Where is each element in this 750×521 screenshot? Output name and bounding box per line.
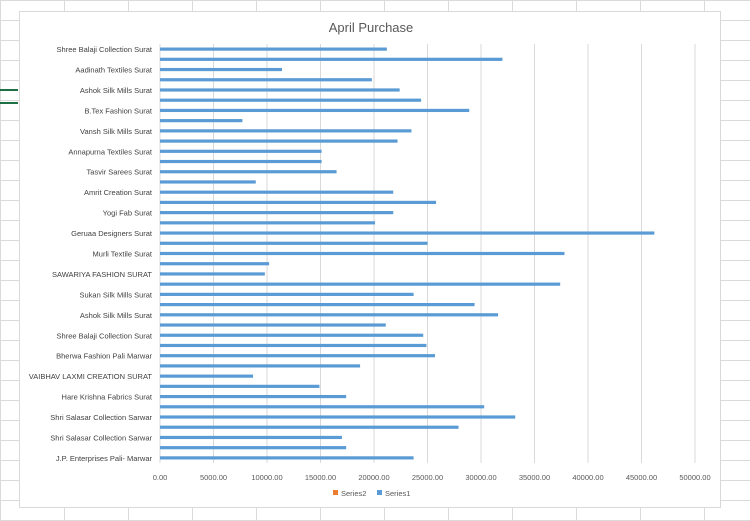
bar [160,88,400,92]
y-category-label: Shree Balaji Collection Surat [57,45,153,54]
legend-label-series2: Series2 [341,489,366,498]
y-category-label: Shri Salasar Collection Sarwar [50,413,152,422]
bar [160,394,347,399]
series1-bars [160,47,655,460]
bar [160,425,459,429]
y-category-label: Aadinath Textiles Surat [75,66,152,75]
bar [160,313,499,317]
y-category-label: Yogi Fab Surat [103,209,153,218]
bar [160,405,485,409]
y-category-label: Amrit Creation Surat [84,188,153,197]
x-tick-label: 5000.00 [200,473,227,482]
y-axis-labels: Shree Balaji Collection Surat Aadinath Te… [29,45,153,463]
bar [160,446,347,450]
bar [160,333,424,337]
bar [160,139,398,143]
bar [160,262,270,266]
bar [160,98,422,102]
bar [160,211,394,215]
bar [160,241,428,245]
legend-swatch-series1 [377,490,382,495]
bar [160,251,565,256]
bar [160,67,282,72]
x-tick-label: 45000.00 [626,473,657,482]
bar [160,149,322,153]
y-category-label: B.Tex Fashion Surat [84,106,152,115]
bar [160,364,361,368]
chart-area[interactable]: Shree Balaji Collection Surat Aadinath Te… [19,11,721,508]
y-category-label: Shree Balaji Collection Surat [57,331,153,340]
x-tick-label: 15000.00 [305,473,336,482]
bar-chart: Shree Balaji Collection Surat Aadinath Te… [29,20,711,498]
bar [160,200,437,205]
bar [160,190,394,194]
x-tick-label: 20000.00 [358,473,389,482]
y-category-label: Ashok Silk Mills Surat [80,311,153,320]
x-tick-label: 50000.00 [679,473,710,482]
bar [160,47,387,51]
cell-selection-bottom-border [0,102,18,104]
y-category-label: Geruaa Designers Surat [71,229,153,238]
y-category-label: Shri Salasar Collection Sarwar [50,433,152,442]
y-category-label: Hare Krishna Fabrics Surat [62,393,153,402]
bar [160,78,372,82]
y-category-label: Bherwa Fashion Pali Marwar [56,352,152,361]
chart-title: April Purchase [329,20,414,35]
bar [160,302,475,307]
bar [160,456,414,460]
x-tick-label: 10000.00 [251,473,282,482]
bar [160,374,254,378]
bar [160,108,470,113]
y-category-label: Annapurna Textiles Surat [68,147,153,156]
x-tick-label: 30000.00 [465,473,496,482]
bar [160,435,342,440]
bar [160,231,655,235]
y-category-label: SAWARIYA FASHION SURAT [52,270,152,279]
bar [160,415,516,419]
bar [160,354,435,358]
y-category-label: VAIBHAV LAXMI CREATION SURAT [29,372,153,381]
bar [160,129,412,133]
x-tick-label: 35000.00 [519,473,550,482]
legend-label-series1: Series1 [385,489,410,498]
bar [160,384,320,388]
bar [160,272,265,276]
bar [160,119,243,123]
bar [160,221,376,225]
y-category-label: Tasvir Sarees Surat [87,168,153,177]
y-category-label: Vansh Silk Mills Surat [80,127,153,136]
bar [160,292,414,296]
legend-swatch-series2 [333,490,338,495]
bar [160,282,561,286]
bar [160,159,322,164]
y-category-label: Murli Textile Surat [93,250,153,259]
x-tick-label: 40000.00 [572,473,603,482]
x-tick-label: 0.00 [153,473,168,482]
y-category-label: J.P. Enterprises Pali- Marwar [56,454,153,463]
bar [160,323,386,327]
bar [160,180,256,184]
legend: Series2 Series1 [333,489,410,498]
cell-selection-top-border [0,89,18,91]
y-category-label: Sukan Silk Mills Surat [79,290,152,299]
bar [160,57,503,61]
bar [160,170,337,174]
y-category-label: Ashok Silk Mills Surat [80,86,153,95]
bar [160,343,427,348]
x-axis-labels: 0.00 5000.00 10000.00 15000.00 20000.00 25000… [153,473,711,482]
x-tick-label: 25000.00 [412,473,443,482]
